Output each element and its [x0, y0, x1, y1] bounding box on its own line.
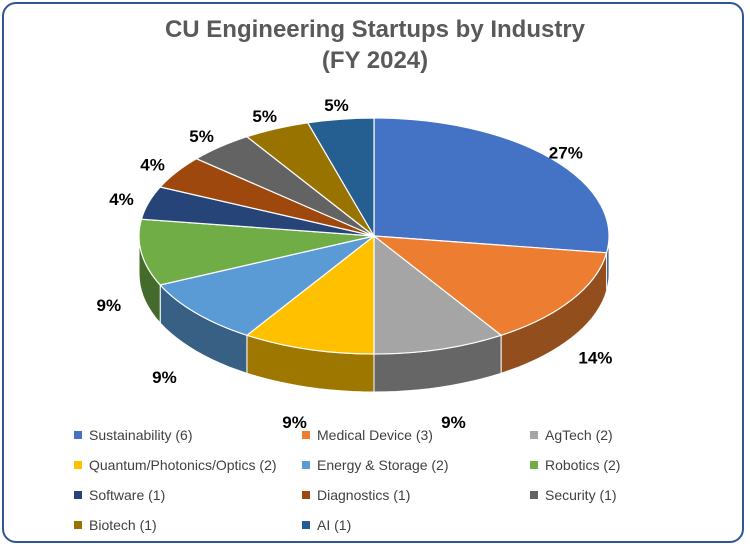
- slice-ai: [306, 117, 375, 239]
- data-label-energy-storage: 9%: [152, 368, 177, 387]
- legend-label: Quantum/Photonics/Optics (2): [89, 456, 277, 473]
- slice-sustainability: [373, 117, 610, 254]
- legend-label: Biotech (1): [89, 516, 157, 533]
- legend-label: AI (1): [317, 516, 352, 533]
- data-label-biotech: 5%: [252, 107, 277, 126]
- legend-item-ai: AI (1): [302, 514, 530, 535]
- legend-swatch: [530, 430, 538, 439]
- slice-quantum-photonics-optics: [245, 234, 375, 355]
- chart-title-line-2: (FY 2024): [321, 47, 429, 74]
- slice-agtech: [373, 234, 503, 355]
- legend-swatch: [74, 520, 82, 529]
- legend-item-software: Software (1): [74, 484, 302, 505]
- chart-title-line-1: CU Engineering Startups by Industry: [164, 16, 586, 43]
- legend-item-sustainability: Sustainability (6): [74, 424, 302, 445]
- legend-swatch: [530, 460, 538, 469]
- legend-label: Sustainability (6): [89, 426, 193, 443]
- slice-medical-device: [372, 235, 608, 336]
- data-label-medical-device: 14%: [578, 349, 612, 368]
- legend-swatch: [302, 460, 310, 469]
- data-label-ai: 5%: [324, 96, 349, 115]
- legend-item-robotics: Robotics (2): [530, 454, 714, 475]
- pie-chart: 27% 14% 9% 9% 9% 9% 4% 4% 5% 5% 5%: [97, 96, 613, 432]
- legend-label: AgTech (2): [545, 426, 613, 443]
- legend-swatch: [74, 490, 82, 499]
- data-label-sustainability: 27%: [549, 144, 583, 163]
- legend-item-energy-storage: Energy & Storage (2): [302, 454, 530, 475]
- legend-item-biotech: Biotech (1): [74, 514, 302, 535]
- legend-swatch: [302, 430, 310, 439]
- legend-swatch: [302, 520, 310, 529]
- legend-swatch: [530, 490, 538, 499]
- legend-label: Diagnostics (1): [317, 486, 411, 503]
- chart-title: CU Engineering Startups by Industry (FY …: [4, 14, 742, 76]
- legend-label: Security (1): [545, 486, 617, 503]
- slice-robotics: [138, 218, 375, 286]
- legend-item-quantum-photonics-optics: Quantum/Photonics/Optics (2): [74, 454, 302, 475]
- legend-swatch: [74, 460, 82, 469]
- legend-item-diagnostics: Diagnostics (1): [302, 484, 530, 505]
- legend-label: Software (1): [89, 486, 166, 503]
- data-label-security: 5%: [189, 127, 214, 146]
- data-label-software: 4%: [109, 190, 134, 209]
- data-label-agtech: 9%: [441, 413, 466, 432]
- legend-swatch: [74, 430, 82, 439]
- data-label-diagnostics: 4%: [140, 156, 165, 175]
- chart-frame: CU Engineering Startups by Industry (FY …: [2, 2, 744, 543]
- legend-item-security: Security (1): [530, 484, 714, 505]
- legend-item-agtech: AgTech (2): [530, 424, 714, 445]
- slice-energy-storage: [159, 235, 375, 336]
- legend-label: Medical Device (3): [317, 426, 433, 443]
- legend-label: Energy & Storage (2): [317, 456, 449, 473]
- legend-label: Robotics (2): [545, 456, 621, 473]
- legend-swatch: [302, 490, 310, 499]
- data-label-quantum-photonics-optics: 9%: [282, 413, 307, 432]
- legend-item-medical-device: Medical Device (3): [302, 424, 530, 445]
- data-label-robotics: 9%: [97, 296, 122, 315]
- chart-legend: Sustainability (6) Medical Device (3) AgTe…: [74, 424, 714, 535]
